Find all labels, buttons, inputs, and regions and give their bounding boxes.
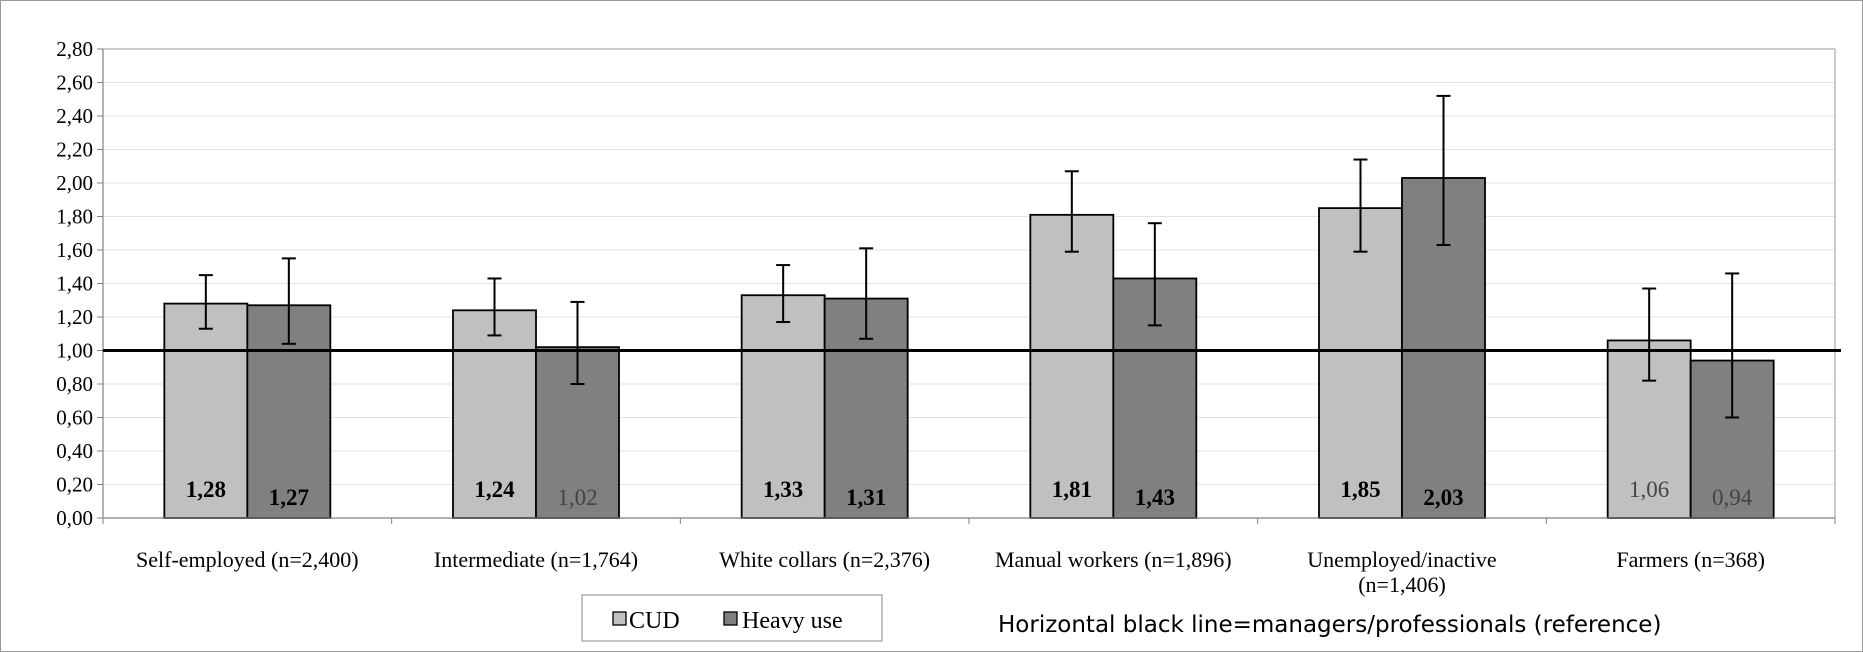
y-tick-label: 1,20 (56, 305, 93, 329)
data-label: 1,02 (557, 485, 597, 510)
y-tick-label: 2,40 (56, 104, 93, 128)
data-label: 1,28 (186, 477, 226, 502)
y-tick-label: 2,80 (56, 37, 93, 61)
data-label: 1,43 (1135, 485, 1175, 510)
x-category-label: Farmers (n=368) (1616, 547, 1765, 572)
y-tick-label: 0,40 (56, 439, 93, 463)
data-label: 1,85 (1340, 477, 1380, 502)
data-label: 1,27 (269, 485, 309, 510)
y-tick-label: 0,60 (56, 406, 93, 430)
legend-swatch-cud (612, 611, 627, 626)
bar-cud (1029, 213, 1115, 519)
bar-cud (1318, 207, 1403, 519)
x-category-label: White collars (n=2,376) (719, 547, 930, 572)
y-tick-label: 0,20 (56, 473, 93, 497)
x-category-label: Self-employed (n=2,400) (136, 547, 359, 572)
y-tick-label: 0,80 (56, 372, 93, 396)
y-tick-label: 2,60 (56, 71, 93, 95)
y-tick-label: 1,60 (56, 238, 93, 262)
data-label: 1,31 (846, 485, 886, 510)
y-tick-label: 0,00 (56, 506, 93, 530)
y-tick-label: 1,40 (56, 272, 93, 296)
data-label: 1,24 (474, 477, 515, 502)
data-label: 2,03 (1423, 485, 1463, 510)
legend-swatch-heavy-use (723, 611, 738, 626)
y-tick-label: 2,00 (56, 171, 93, 195)
reference-note: Horizontal black line=managers/professio… (998, 612, 1661, 638)
y-tick-label: 1,80 (56, 205, 93, 229)
x-category-label: Intermediate (n=1,764) (434, 547, 638, 572)
bar-cud (740, 294, 826, 519)
x-category-label: (n=1,406) (1358, 572, 1446, 597)
x-category-label: Unemployed/inactive (1307, 547, 1496, 572)
y-tick-label: 2,20 (56, 138, 93, 162)
x-category-label: Manual workers (n=1,896) (995, 547, 1232, 572)
data-label: 1,33 (763, 477, 803, 502)
y-tick-label: 1,00 (56, 339, 93, 363)
data-label: 1,81 (1052, 477, 1092, 502)
legend-label-heavy-use: Heavy use (742, 608, 843, 634)
legend-label-cud: CUD (629, 608, 680, 634)
data-label: 1,06 (1629, 477, 1669, 502)
data-label: 0,94 (1712, 485, 1753, 510)
